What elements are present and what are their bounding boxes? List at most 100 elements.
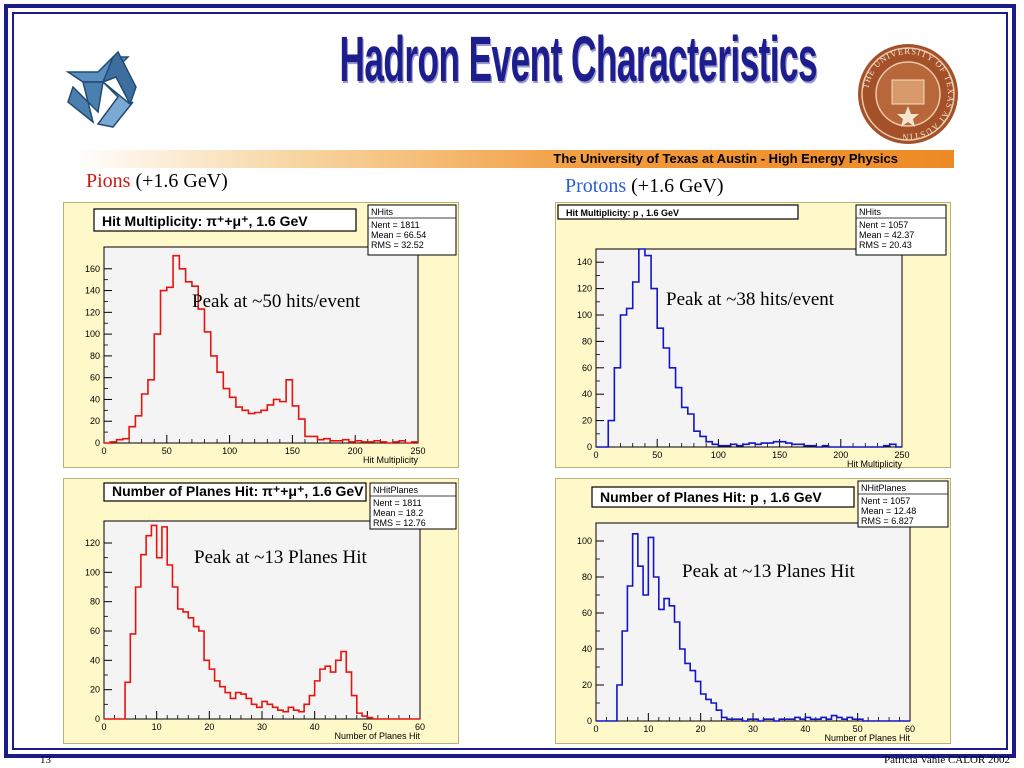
- x-tick-label: 60: [905, 724, 915, 734]
- x-tick-label: 250: [894, 450, 909, 460]
- y-tick-label: 80: [582, 572, 592, 582]
- x-tick-label: 30: [257, 722, 267, 732]
- x-tick-label: 40: [800, 724, 810, 734]
- x-tick-label: 0: [593, 450, 598, 460]
- y-tick-label: 40: [582, 644, 592, 654]
- y-tick-label: 120: [85, 538, 100, 548]
- stats-row: Mean = 12.48: [861, 506, 916, 516]
- plot-area: [595, 522, 911, 722]
- peak-annotation: Peak at ~13 Planes Hit: [682, 561, 856, 582]
- peak-annotation: Peak at ~13 Planes Hit: [194, 547, 368, 568]
- protons-name: Protons: [565, 175, 627, 197]
- histogram-title-box: [93, 208, 357, 232]
- stats-box: [855, 204, 947, 256]
- x-tick-label: 50: [162, 446, 172, 456]
- x-tick-label: 0: [593, 724, 598, 734]
- pions-section-label: Pions (+1.6 GeV): [86, 170, 228, 193]
- histogram-title: Number of Planes Hit: p , 1.6 GeV: [600, 489, 822, 505]
- y-tick-label: 80: [90, 597, 100, 607]
- histogram-title: Hit Multiplicity: p , 1.6 GeV: [566, 208, 679, 218]
- y-tick-label: 120: [577, 284, 592, 294]
- y-tick-label: 140: [577, 257, 592, 267]
- stats-row: Nent = 1057: [859, 220, 908, 230]
- y-tick-label: 140: [85, 286, 100, 296]
- x-tick-label: 30: [748, 724, 758, 734]
- x-tick-label: 150: [772, 450, 787, 460]
- y-tick-label: 60: [582, 363, 592, 373]
- tri-arrow-logo-icon: [65, 50, 137, 128]
- x-tick-label: 100: [711, 450, 726, 460]
- x-tick-label: 20: [696, 724, 706, 734]
- institution-banner: The University of Texas at Austin - High…: [70, 150, 954, 168]
- x-axis-label: Hit Multiplicity: [847, 459, 903, 469]
- y-tick-label: 100: [577, 310, 592, 320]
- stats-box: [367, 204, 457, 256]
- slide-outer-frame: [4, 4, 1016, 758]
- x-tick-label: 20: [204, 722, 214, 732]
- protons-section-label: Protons (+1.6 GeV): [565, 175, 724, 198]
- y-tick-label: 20: [582, 680, 592, 690]
- histogram-title-box: [103, 482, 367, 502]
- x-tick-label: 100: [222, 446, 237, 456]
- x-tick-label: 10: [152, 722, 162, 732]
- stats-row: Nent = 1057: [861, 496, 910, 506]
- university-seal-icon: THE UNIVERSITY OF TEXAS AT AUSTIN: [858, 44, 958, 144]
- pions-energy: (+1.6 GeV): [135, 170, 228, 192]
- stats-name: NHits: [859, 207, 881, 217]
- x-tick-label: 40: [310, 722, 320, 732]
- y-tick-label: 0: [587, 442, 592, 452]
- y-tick-label: 60: [90, 626, 100, 636]
- stats-row: Nent = 1811: [373, 498, 422, 508]
- protons-energy: (+1.6 GeV): [631, 175, 724, 197]
- y-tick-label: 60: [582, 608, 592, 618]
- slide-title: Hadron Event Characteristics: [339, 23, 818, 95]
- stats-row: RMS = 32.52: [371, 240, 424, 250]
- stats-box: [369, 482, 457, 530]
- y-tick-label: 40: [90, 394, 100, 404]
- x-tick-label: 60: [415, 722, 425, 732]
- x-tick-label: 200: [348, 446, 363, 456]
- stats-name: NHits: [371, 207, 393, 217]
- stats-name: NHitPlanes: [373, 485, 419, 495]
- x-tick-label: 50: [362, 722, 372, 732]
- proton-planes-panel: 0 20 40 60 80 100 0 10 20 30 40 50 60 Number of Plane…: [555, 478, 951, 744]
- stats-row: RMS = 12.76: [373, 518, 426, 528]
- stats-name: NHitPlanes: [861, 483, 907, 493]
- histogram-line: [596, 248, 902, 448]
- histogram-title: Number of Planes Hit: π⁺+μ⁺, 1.6 GeV: [112, 483, 364, 499]
- plot-area: [595, 248, 903, 448]
- stats-box: [857, 480, 949, 528]
- x-axis-label: Hit Multiplicity: [363, 455, 419, 465]
- peak-annotation: Peak at ~38 hits/event: [666, 289, 835, 310]
- y-tick-label: 40: [582, 389, 592, 399]
- stats-row: Mean = 42.37: [859, 230, 914, 240]
- banner-text: The University of Texas at Austin - High…: [553, 151, 898, 166]
- y-tick-label: 0: [587, 716, 592, 726]
- proton-hits-panel: 0 20 40 60 80 100 120 140 0 50 100 150 200 250 Hit Mul…: [555, 202, 951, 469]
- y-tick-label: 20: [582, 416, 592, 426]
- y-tick-label: 20: [90, 685, 100, 695]
- y-tick-label: 80: [90, 351, 100, 361]
- slide-inner-frame: [12, 12, 1008, 750]
- page-number: 13: [40, 754, 51, 766]
- x-tick-label: 50: [652, 450, 662, 460]
- x-tick-label: 0: [101, 722, 106, 732]
- y-tick-label: 100: [85, 567, 100, 577]
- y-tick-label: 0: [95, 438, 100, 448]
- histogram-title: Hit Multiplicity: π⁺+μ⁺, 1.6 GeV: [102, 213, 308, 229]
- histogram-title-box: [557, 204, 799, 220]
- y-tick-label: 60: [90, 373, 100, 383]
- stats-row: Nent = 1811: [371, 220, 420, 230]
- pion-hits-panel: 0 20 40 60 80 100 120 140 160 0 50 100 150 200 250 Hit …: [63, 202, 459, 468]
- stats-row: RMS = 20.43: [859, 240, 912, 250]
- histogram-line: [596, 533, 910, 722]
- pions-name: Pions: [86, 170, 131, 192]
- y-tick-label: 40: [90, 655, 100, 665]
- x-tick-label: 0: [101, 446, 106, 456]
- y-tick-label: 160: [85, 264, 100, 274]
- histogram-line: [104, 254, 418, 444]
- stats-row: Mean = 18.2: [373, 508, 423, 518]
